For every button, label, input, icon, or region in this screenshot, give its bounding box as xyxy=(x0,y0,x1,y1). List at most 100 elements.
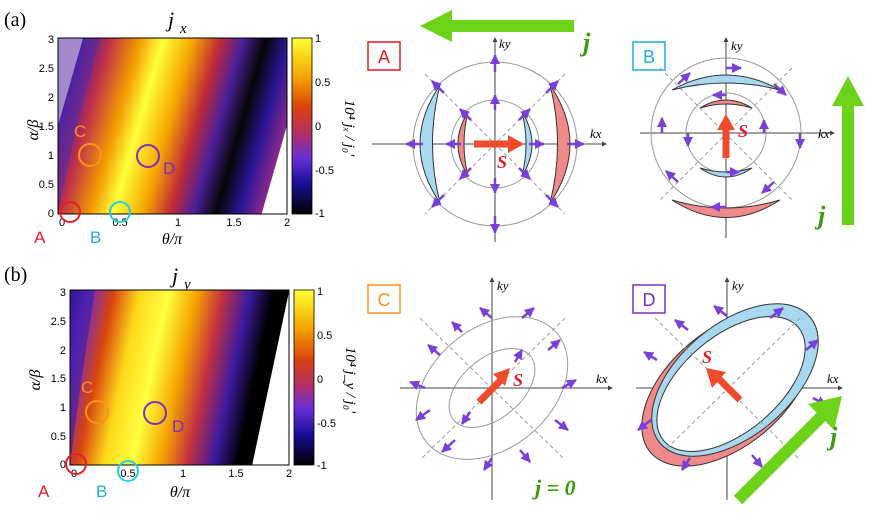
yticks-b: 0 0.5 1 1.5 2 2.5 3 xyxy=(51,287,66,471)
panel-a: (a) j x 0 0.5 1 1.5 2 2.5 3 0 0.5 1 1.5 … xyxy=(4,7,357,248)
diagram-A-ky: ky xyxy=(499,36,511,51)
diagram-C-s-arrow xyxy=(476,377,504,405)
diagram-C: C ky kx S j = 0 xyxy=(367,277,613,500)
diagram-D: D ky kx S xyxy=(632,277,843,500)
heatmap-a xyxy=(58,38,287,214)
svg-text:0: 0 xyxy=(60,459,66,471)
heatmap-b xyxy=(70,290,289,465)
svg-text:1.5: 1.5 xyxy=(51,373,66,385)
svg-text:-0.5: -0.5 xyxy=(315,165,334,177)
diagram-A-spin-arrows xyxy=(405,54,585,234)
colorbar-b xyxy=(293,289,315,466)
svg-text:-0.5: -0.5 xyxy=(317,418,336,430)
diagram-C-j-zero: j = 0 xyxy=(532,475,576,500)
marker-a-D xyxy=(136,144,160,168)
svg-text:0: 0 xyxy=(59,217,65,229)
xticks-b: 0 0.5 1 1.5 2 xyxy=(71,468,292,480)
diagram-D-kx: kx xyxy=(827,371,839,386)
svg-text:1: 1 xyxy=(175,217,181,229)
cbar-label-b: 10⁴ j_y / j₀' xyxy=(342,347,358,414)
label-a-B: B xyxy=(90,228,101,247)
diagram-D-ky: ky xyxy=(732,278,744,293)
panel-b-title: j xyxy=(169,263,178,288)
cbar-ticks-a: 1 0.5 0 -0.5 -1 xyxy=(315,33,334,220)
diagram-C-s-label: S xyxy=(513,370,523,390)
yticks-a: 0 0.5 1 1.5 2 2.5 3 xyxy=(39,34,54,220)
heatmap-b-frame xyxy=(69,289,290,466)
j-label-diagonal: j xyxy=(826,422,838,451)
svg-text:1: 1 xyxy=(317,286,323,298)
xlabel-b: θ/π xyxy=(170,484,191,501)
diagram-A-s-label: S xyxy=(497,152,507,172)
diagram-D-box xyxy=(632,284,666,314)
svg-text:2: 2 xyxy=(60,345,66,357)
svg-text:0: 0 xyxy=(317,374,323,386)
svg-text:0.5: 0.5 xyxy=(317,330,332,342)
heatmap-a-frame xyxy=(57,37,288,215)
panel-b-title-sub: y xyxy=(182,277,191,293)
diagram-D-s-label: S xyxy=(702,347,712,367)
diagram-A-box-label: A xyxy=(378,47,390,67)
diagram-B-pink-inner xyxy=(699,99,753,109)
diagram-D-s-arrow xyxy=(715,375,743,403)
marker-b-B xyxy=(117,460,139,482)
svg-text:1.5: 1.5 xyxy=(228,468,243,480)
j-label-right: j xyxy=(814,201,826,230)
diagram-A-box xyxy=(367,41,401,71)
panel-a-tag: (a) xyxy=(4,9,26,31)
svg-text:0.5: 0.5 xyxy=(39,179,54,191)
label-b-C: C xyxy=(81,378,93,397)
diagram-B-s-label: S xyxy=(738,121,748,141)
xlabel-a: θ/π xyxy=(162,231,183,248)
svg-text:1.5: 1.5 xyxy=(226,217,241,229)
diagram-A-kx: kx xyxy=(590,126,602,141)
j-arrow-top: j xyxy=(420,10,591,57)
panel-b: (b) j y 0 0.5 1 1.5 2 2.5 3 0 0.5 1 1.5 … xyxy=(4,263,358,501)
diagram-B-ky: ky xyxy=(731,38,743,53)
svg-text:0: 0 xyxy=(48,208,54,220)
diagram-B-kx: kx xyxy=(818,126,830,141)
diagram-C-ky: ky xyxy=(497,278,509,293)
colorbar-a xyxy=(291,37,313,215)
ylabel-a: α/β xyxy=(25,120,42,141)
j-label-top: j xyxy=(579,28,591,57)
panel-b-tag: (b) xyxy=(4,264,27,286)
svg-text:1: 1 xyxy=(315,33,321,45)
diagram-B-box xyxy=(632,41,666,71)
diagram-D-inner-fill xyxy=(656,316,806,452)
svg-text:-1: -1 xyxy=(317,460,327,472)
label-a-C: C xyxy=(74,122,86,141)
diagram-B-pink-outer xyxy=(671,199,781,218)
diagram-C-box-label: C xyxy=(378,290,391,310)
cbar-ticks-b: 1 0.5 0 -0.5 -1 xyxy=(317,286,336,472)
svg-text:1: 1 xyxy=(60,402,66,414)
svg-text:1: 1 xyxy=(180,468,186,480)
diagram-B-spin-arrows xyxy=(657,63,805,212)
cbar-label-a: 10⁴ jₓ / j₀' xyxy=(341,100,357,157)
ylabel-b: α/β xyxy=(27,370,44,391)
panel-a-title: j xyxy=(165,7,174,32)
svg-text:1.5: 1.5 xyxy=(39,121,54,133)
marker-b-D xyxy=(143,401,167,425)
diagram-C-spin-arrows xyxy=(409,307,577,471)
diagram-C-outer-fs xyxy=(415,316,569,460)
diagram-B-box-label: B xyxy=(643,47,655,67)
svg-text:0: 0 xyxy=(315,121,321,133)
svg-text:2.5: 2.5 xyxy=(51,316,66,328)
marker-b-A xyxy=(65,453,87,475)
diagram-C-inner-fs xyxy=(448,347,536,429)
diagram-D-box-label: D xyxy=(643,290,656,310)
diagram-C-kx: kx xyxy=(596,371,608,386)
label-b-B: B xyxy=(96,482,107,501)
label-a-D: D xyxy=(163,159,175,178)
marker-a-C xyxy=(78,143,102,167)
svg-text:2.5: 2.5 xyxy=(39,63,54,75)
svg-text:1: 1 xyxy=(48,150,54,162)
label-b-A: A xyxy=(38,482,50,501)
diagram-C-box xyxy=(367,284,401,314)
marker-b-C xyxy=(85,400,109,424)
svg-text:2: 2 xyxy=(286,468,292,480)
svg-text:0.5: 0.5 xyxy=(51,431,66,443)
marker-a-A xyxy=(59,201,81,223)
